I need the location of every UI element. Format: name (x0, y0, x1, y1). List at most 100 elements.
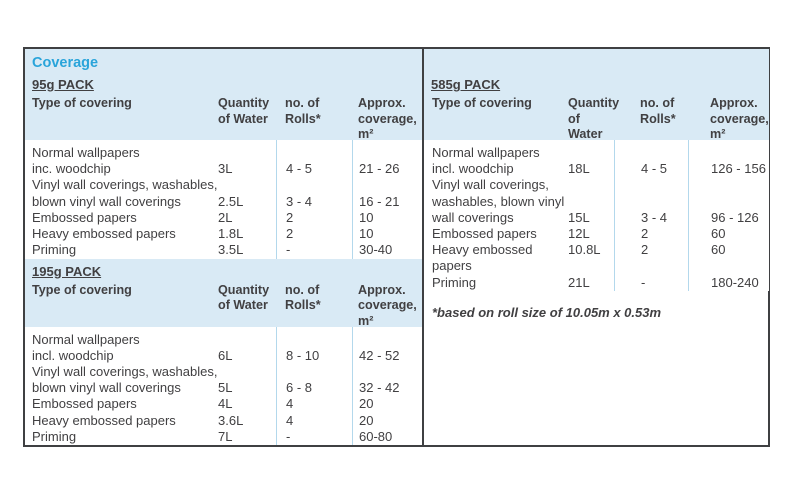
cell-coverage: 16 - 21 (352, 193, 422, 210)
cell-water: 1.8L (218, 226, 244, 242)
cell-water: 12L (568, 226, 590, 242)
cell-coverage (688, 177, 769, 194)
cell-type: Normal wallpapers (32, 331, 140, 347)
cell-coverage: 32 - 42 (352, 380, 422, 397)
cell-water: 3.6L (218, 412, 244, 428)
cell-rolls (614, 193, 688, 210)
col-header-rolls: no. of Rolls* (285, 282, 321, 313)
header-band-95g: Coverage 95g PACK Type of covering Quant… (25, 49, 422, 141)
page-title: Coverage (32, 55, 99, 71)
column-header-row: Type of covering Quantity of Water no. o… (424, 96, 769, 143)
table-row: Normal wallpapers (424, 140, 769, 162)
cell-rolls: 4 (276, 396, 352, 413)
cell-water (218, 177, 276, 193)
cell-coverage (352, 326, 422, 348)
table-row: washables, blown vinyl (424, 193, 769, 210)
cell-rolls: - (276, 242, 352, 259)
cell-type: Priming (432, 274, 477, 290)
col-header-rolls: no. of Rolls* (285, 96, 321, 126)
cell-water: 18L (568, 161, 590, 177)
cell-water: 6L (218, 347, 233, 363)
cell-water: 7L (218, 428, 233, 444)
header-band-585g: 585g PACK Type of covering Quantity of W… (424, 49, 769, 143)
cell-coverage: 60-80 (352, 428, 422, 445)
cell-rolls: 2 (276, 209, 352, 227)
right-column: 585g PACK Type of covering Quantity of W… (422, 49, 769, 445)
table-row: blown vinyl wall coverings 5L 6 - 8 32 -… (25, 380, 422, 397)
col-header-water: Quantity of Water (218, 282, 270, 313)
table-row: Normal wallpapers (25, 326, 422, 348)
cell-type: blown vinyl wall coverings (32, 380, 181, 396)
table-row: Heavy embossed papers 1.8L 2 10 (25, 226, 422, 243)
header-band-195g: 195g PACK Type of covering Quantity of W… (25, 258, 422, 328)
cell-water (218, 327, 276, 348)
cell-rolls (276, 363, 352, 381)
cell-type: wall coverings (432, 209, 514, 225)
cell-type: Normal wallpapers (432, 145, 540, 160)
cell-rolls: - (614, 274, 688, 291)
cell-rolls (276, 177, 352, 194)
roll-size-footnote: *based on roll size of 10.05m x 0.53m (432, 304, 662, 320)
cell-coverage: 126 - 156 (688, 161, 769, 178)
table-row: Priming 7L - 60-80 (25, 428, 422, 445)
cell-coverage: 60 (688, 242, 769, 275)
cell-rolls: 2 (276, 226, 352, 243)
cell-water (568, 194, 614, 210)
cell-coverage: 10 (352, 226, 422, 243)
cell-rolls: 4 - 5 (614, 161, 688, 178)
cell-water: 3L (218, 161, 233, 177)
cell-coverage: 20 (352, 412, 422, 429)
title-spacer (424, 49, 769, 72)
cell-water: 2.5L (218, 193, 244, 209)
col-header-water: Quantity of Water (568, 96, 620, 141)
cell-water (218, 140, 276, 161)
table-row: Priming 3.5L - 30-40 (25, 242, 422, 259)
cell-water: 3.5L (218, 242, 244, 258)
left-column: Coverage 95g PACK Type of covering Quant… (25, 49, 422, 445)
cell-type: Vinyl wall coverings, (432, 177, 549, 193)
table-row: Vinyl wall coverings, (424, 177, 769, 194)
table-row: Embossed papers 2L 2 10 (25, 209, 422, 227)
cell-water: 2L (218, 209, 233, 225)
col-header-type: Type of covering (32, 282, 132, 297)
cell-coverage: 21 - 26 (352, 161, 422, 178)
cell-type: Embossed papers (32, 396, 137, 412)
col-header-rolls: no. of Rolls* (640, 96, 676, 126)
table-row: inc. woodchip 3L 4 - 5 21 - 26 (25, 161, 422, 178)
cell-rolls: 4 (276, 412, 352, 429)
cell-rolls: 3 - 4 (276, 193, 352, 210)
col-header-type: Type of covering (432, 96, 532, 110)
col-header-coverage: Approx. coverage, m² (358, 96, 417, 141)
cell-coverage: 30-40 (352, 242, 422, 259)
cell-rolls (276, 140, 352, 162)
table-row: Vinyl wall coverings, washables, (25, 177, 422, 194)
table-row: Vinyl wall coverings, washables, (25, 363, 422, 381)
cell-coverage (352, 363, 422, 381)
cell-water (218, 364, 276, 380)
cell-type: incl. woodchip (432, 161, 514, 177)
cell-rolls: 3 - 4 (614, 209, 688, 227)
table-row: Embossed papers 12L 2 60 (424, 226, 769, 243)
table-row: incl. woodchip 6L 8 - 10 42 - 52 (25, 347, 422, 364)
cell-type: Embossed papers (432, 226, 537, 242)
cell-coverage (352, 177, 422, 194)
cell-water: 10.8L (568, 242, 601, 258)
cell-coverage (352, 140, 422, 162)
table-row: Embossed papers 4L 4 20 (25, 396, 422, 413)
pack-label-195g: 195g PACK (32, 263, 102, 279)
cell-water (568, 177, 614, 193)
cell-rolls (614, 177, 688, 194)
cell-type: Heavy embossed papers (32, 412, 176, 428)
table-row: incl. woodchip 18L 4 - 5 126 - 156 (424, 161, 769, 178)
table-row: Normal wallpapers (25, 140, 422, 162)
cell-water: 15L (568, 209, 590, 225)
col-header-coverage: Approx. coverage, m² (358, 282, 417, 328)
cell-coverage: 60 (688, 226, 769, 243)
pack-label-585g: 585g PACK (431, 77, 501, 92)
cell-type: Priming (32, 242, 77, 258)
table-row: Heavy embossed papers 10.8L 2 60 (424, 242, 769, 275)
cell-water: 5L (218, 380, 233, 396)
cell-water: 21L (568, 274, 590, 290)
cell-rolls (614, 140, 688, 162)
cell-type: Normal wallpapers (32, 145, 140, 160)
